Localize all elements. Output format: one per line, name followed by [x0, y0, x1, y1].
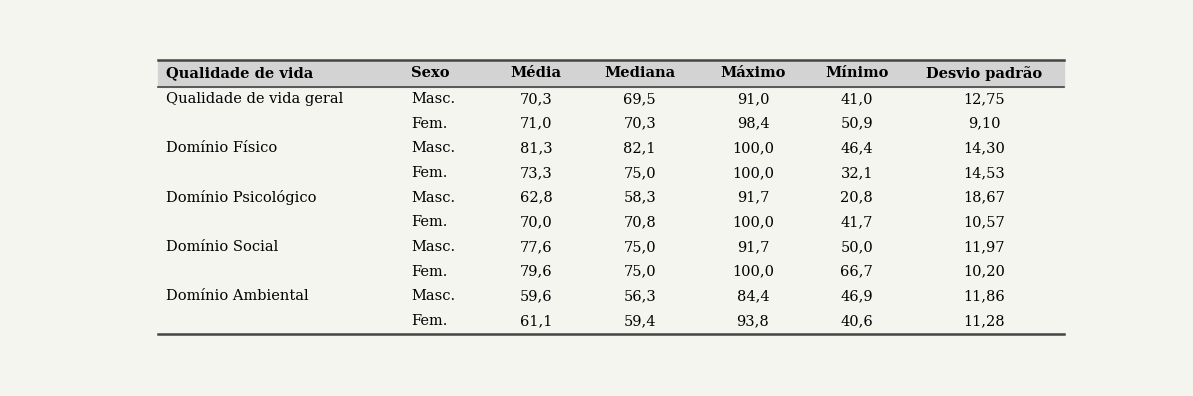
Text: Domínio Psicológico: Domínio Psicológico [166, 190, 316, 205]
Text: 14,53: 14,53 [964, 166, 1006, 180]
Text: 41,0: 41,0 [841, 92, 873, 106]
Text: 62,8: 62,8 [519, 191, 552, 205]
Text: 59,6: 59,6 [520, 289, 552, 303]
Text: Qualidade de vida geral: Qualidade de vida geral [166, 92, 344, 106]
Text: 79,6: 79,6 [520, 265, 552, 279]
Bar [159, 259, 1064, 284]
Bar [159, 161, 1064, 185]
Text: 32,1: 32,1 [841, 166, 873, 180]
Text: 84,4: 84,4 [736, 289, 769, 303]
Text: 46,4: 46,4 [841, 141, 873, 155]
Text: 50,0: 50,0 [840, 240, 873, 254]
Text: 11,86: 11,86 [964, 289, 1006, 303]
Text: 61,1: 61,1 [520, 314, 552, 328]
Text: 100,0: 100,0 [733, 166, 774, 180]
Text: 20,8: 20,8 [840, 191, 873, 205]
Text: 81,3: 81,3 [520, 141, 552, 155]
Text: 56,3: 56,3 [624, 289, 656, 303]
Text: 10,20: 10,20 [963, 265, 1006, 279]
Text: Domínio Ambiental: Domínio Ambiental [166, 289, 309, 303]
Text: 9,10: 9,10 [968, 116, 1001, 131]
Text: 70,0: 70,0 [519, 215, 552, 229]
Text: 12,75: 12,75 [964, 92, 1005, 106]
Text: 75,0: 75,0 [624, 265, 656, 279]
Text: 91,0: 91,0 [737, 92, 769, 106]
Text: 98,4: 98,4 [736, 116, 769, 131]
Text: 50,9: 50,9 [841, 116, 873, 131]
Text: Masc.: Masc. [412, 289, 456, 303]
Text: Fem.: Fem. [412, 314, 447, 328]
Text: Masc.: Masc. [412, 240, 456, 254]
Text: Fem.: Fem. [412, 265, 447, 279]
Text: 100,0: 100,0 [733, 141, 774, 155]
Text: 71,0: 71,0 [520, 116, 552, 131]
Bar [159, 284, 1064, 309]
Text: 59,4: 59,4 [624, 314, 656, 328]
Text: 91,7: 91,7 [737, 240, 769, 254]
Text: 58,3: 58,3 [624, 191, 656, 205]
Text: 41,7: 41,7 [841, 215, 873, 229]
Text: 77,6: 77,6 [520, 240, 552, 254]
Text: 66,7: 66,7 [840, 265, 873, 279]
Text: Domínio Físico: Domínio Físico [166, 141, 277, 155]
Text: 93,8: 93,8 [736, 314, 769, 328]
Text: Desvio padrão: Desvio padrão [926, 66, 1043, 81]
Text: 100,0: 100,0 [733, 265, 774, 279]
Text: 11,97: 11,97 [964, 240, 1005, 254]
Text: Máximo: Máximo [721, 66, 786, 80]
Text: 70,3: 70,3 [519, 92, 552, 106]
Text: Qualidade de vida: Qualidade de vida [166, 66, 313, 80]
Text: Fem.: Fem. [412, 166, 447, 180]
Text: 10,57: 10,57 [964, 215, 1006, 229]
Text: Masc.: Masc. [412, 92, 456, 106]
Text: 100,0: 100,0 [733, 215, 774, 229]
Text: 46,9: 46,9 [841, 289, 873, 303]
Text: 75,0: 75,0 [624, 166, 656, 180]
Text: 11,28: 11,28 [964, 314, 1005, 328]
Bar [159, 136, 1064, 161]
Text: 70,3: 70,3 [624, 116, 656, 131]
Text: Sexo: Sexo [412, 66, 450, 80]
Bar [159, 235, 1064, 259]
Text: 75,0: 75,0 [624, 240, 656, 254]
Text: 69,5: 69,5 [624, 92, 656, 106]
Text: Masc.: Masc. [412, 191, 456, 205]
Text: 91,7: 91,7 [737, 191, 769, 205]
Text: 70,8: 70,8 [624, 215, 656, 229]
Text: Fem.: Fem. [412, 215, 447, 229]
Text: Mínimo: Mínimo [826, 66, 889, 80]
Text: Masc.: Masc. [412, 141, 456, 155]
Bar [159, 60, 1064, 87]
Text: Fem.: Fem. [412, 116, 447, 131]
Bar [159, 185, 1064, 210]
Text: 73,3: 73,3 [519, 166, 552, 180]
Text: Média: Média [511, 66, 562, 80]
Text: 82,1: 82,1 [624, 141, 656, 155]
Text: 40,6: 40,6 [840, 314, 873, 328]
Text: Domínio Social: Domínio Social [166, 240, 278, 254]
Text: 14,30: 14,30 [963, 141, 1006, 155]
Text: 18,67: 18,67 [963, 191, 1006, 205]
Bar [159, 309, 1064, 333]
Bar [159, 111, 1064, 136]
Bar [159, 210, 1064, 235]
Bar [159, 87, 1064, 111]
Text: Mediana: Mediana [604, 66, 675, 80]
